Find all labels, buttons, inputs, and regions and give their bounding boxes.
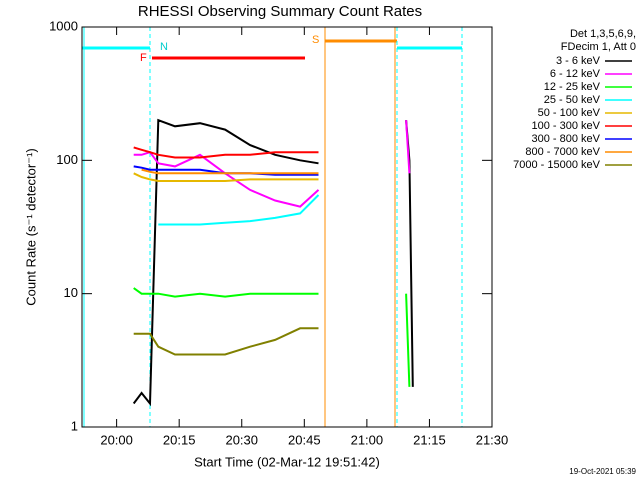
chart-title: RHESSI Observing Summary Count Rates — [138, 3, 422, 20]
x-tick-label: 20:30 — [225, 432, 258, 447]
y-tick-label: 10 — [64, 285, 78, 300]
legend-label: 6 - 12 keV — [550, 68, 601, 80]
legend-label: 100 - 300 keV — [532, 120, 601, 132]
y-tick-label: 1 — [71, 418, 78, 433]
series-line — [133, 287, 411, 387]
series-line — [158, 194, 320, 226]
x-tick-label: 20:00 — [100, 432, 133, 447]
legend-label: 300 - 800 keV — [532, 133, 601, 145]
flags: N F S — [82, 27, 463, 427]
y-axis-label: Count Rate (s⁻¹ detector⁻¹) — [23, 148, 38, 306]
y-tick-label: 1000 — [49, 18, 78, 33]
legend-label: 800 - 7000 keV — [525, 146, 600, 158]
x-tick-label: 21:15 — [413, 432, 446, 447]
annotation: F — [140, 52, 147, 64]
x-tick-label: 21:00 — [351, 432, 384, 447]
legend-header: FDecim 1, Att 0 — [561, 41, 636, 53]
y-tick-label: 100 — [56, 152, 78, 167]
legend-label: 7000 - 15000 keV — [513, 159, 601, 171]
x-tick-label: 21:30 — [476, 432, 509, 447]
legend-header: Det 1,3,5,6,9, — [570, 28, 636, 40]
x-tick-label: 20:15 — [163, 432, 196, 447]
legend-label: 12 - 25 keV — [544, 81, 601, 93]
x-tick-label: 20:45 — [288, 432, 321, 447]
annotation: S — [312, 34, 319, 46]
x-axis-label: Start Time (02-Mar-12 19:51:42) — [194, 454, 380, 469]
annotation: N — [160, 41, 168, 53]
footer: 19-Oct-2021 05:39 — [569, 467, 636, 476]
series-line — [133, 120, 411, 208]
legend-label: 3 - 6 keV — [556, 55, 601, 67]
plot-frame — [81, 26, 493, 428]
legend-label: 50 - 100 keV — [538, 107, 601, 119]
legend-label: 25 - 50 keV — [544, 94, 601, 106]
